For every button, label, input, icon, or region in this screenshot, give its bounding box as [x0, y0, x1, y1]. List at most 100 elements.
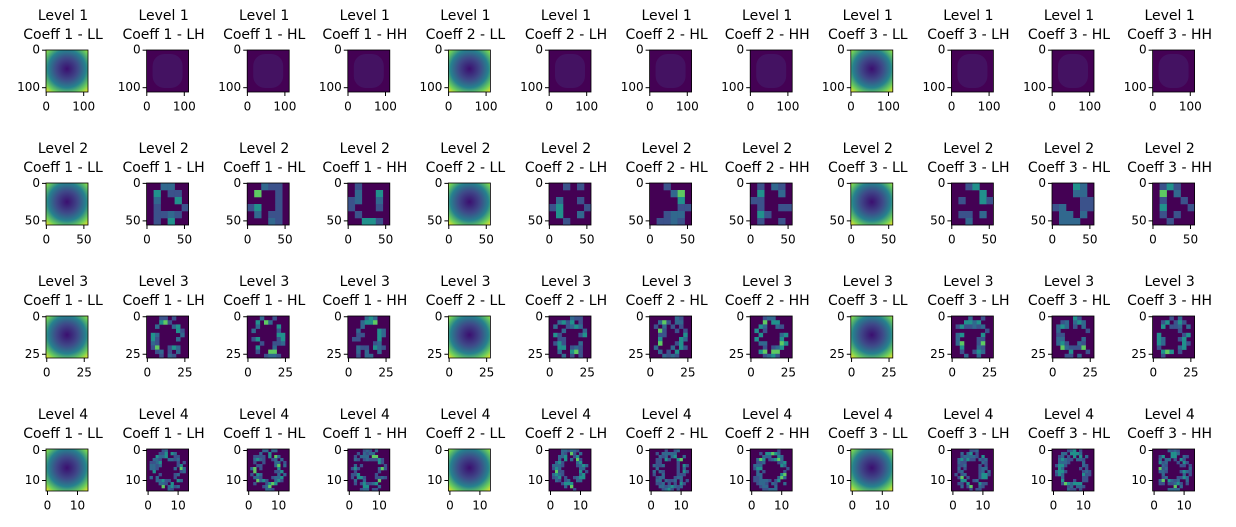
y-tick-label: 100	[218, 80, 241, 94]
image-pixel	[558, 461, 562, 465]
x-tick-label: 0	[345, 366, 353, 380]
image-pixel	[963, 461, 967, 465]
image	[448, 183, 491, 225]
image-pixel	[176, 328, 181, 334]
y-tick-label: 25	[729, 347, 744, 361]
image-pixel	[161, 482, 165, 486]
image-pixel	[1070, 452, 1074, 456]
image-pixel	[1170, 449, 1174, 453]
image-pixel	[683, 328, 688, 334]
image-pixel	[981, 485, 985, 489]
panel-coeff: Coeff 3 - LL	[828, 426, 908, 442]
panel-level: Level 2	[340, 141, 390, 157]
image-pixel	[253, 470, 257, 474]
image-pixel	[662, 324, 667, 329]
image-pixel	[356, 345, 361, 350]
x-tick-label: 10	[472, 499, 487, 513]
image-pixel	[663, 211, 671, 219]
image-background	[649, 50, 692, 92]
image-pixel	[676, 458, 680, 462]
image-pixel	[1081, 320, 1086, 325]
image-pixel	[1176, 488, 1180, 492]
y-tick-label: 25	[1131, 347, 1146, 361]
image-pixel	[570, 449, 574, 453]
image-pixel	[1185, 470, 1189, 474]
image-background	[46, 316, 88, 358]
image-pixel	[158, 473, 162, 477]
image-pixel	[959, 345, 965, 350]
image-pixel	[758, 349, 764, 355]
image-pixel	[765, 482, 769, 486]
image-pixel	[685, 464, 689, 468]
image-pixel	[578, 316, 583, 321]
image-pixel	[356, 349, 361, 355]
image-pixel	[972, 479, 976, 483]
image	[448, 316, 491, 358]
image-pixel	[362, 452, 367, 456]
image-pixel	[1073, 488, 1077, 492]
image-pixel	[1185, 455, 1189, 459]
image-pixel	[667, 485, 671, 489]
panel-level: Level 4	[843, 407, 893, 423]
image-pixel	[1159, 204, 1167, 212]
y-tick-label: 100	[1124, 80, 1147, 94]
x-tick-label: 25	[580, 366, 595, 380]
y-tick-label: 50	[528, 213, 543, 227]
panel-level: Level 3	[38, 274, 88, 290]
x-tick-label: 0	[545, 100, 553, 114]
image-pixel	[1081, 337, 1086, 342]
image-pixel	[963, 479, 967, 483]
image-pixel	[557, 341, 562, 346]
image-pixel	[564, 479, 568, 483]
image-pixel	[371, 482, 376, 486]
image-pixel	[753, 464, 757, 468]
image-pixel	[555, 473, 559, 477]
panel-coeff: Coeff 3 - HH	[1127, 160, 1212, 176]
image-pixel	[377, 337, 382, 342]
image	[951, 50, 994, 92]
image-pixel	[561, 470, 565, 474]
image	[247, 50, 290, 92]
image-pixel	[959, 341, 965, 346]
image-pixel	[658, 455, 662, 459]
image-pixel	[1056, 328, 1061, 334]
image-pixel	[771, 320, 776, 325]
panel-coeff: Coeff 3 - LH	[927, 160, 1009, 176]
image-pixel	[779, 341, 785, 346]
axes-frame	[45, 182, 89, 226]
x-tick-label: 10	[1176, 499, 1191, 513]
image-pixel	[682, 473, 686, 477]
image-pixel	[176, 455, 180, 459]
image-pixel	[663, 218, 671, 226]
y-tick-label: 0	[1038, 309, 1046, 323]
image-pixel	[783, 476, 787, 480]
image-pixel	[161, 485, 165, 489]
image	[549, 50, 591, 92]
x-tick-label: 25	[881, 366, 896, 380]
image-pixel	[1064, 320, 1070, 325]
image-pixel	[783, 470, 787, 474]
image-pixel	[283, 464, 287, 468]
image-pixel	[677, 190, 685, 198]
image-pixel	[955, 337, 961, 342]
panel-level: Level 3	[239, 274, 289, 290]
image-pixel	[167, 190, 175, 198]
image-pixel	[570, 316, 575, 321]
image-pixel	[582, 473, 586, 477]
image-pixel	[957, 470, 961, 474]
image-pixel	[778, 204, 786, 212]
x-tick-label: 0	[647, 499, 655, 513]
image-pixel	[1070, 485, 1074, 489]
x-tick-label: 0	[446, 499, 454, 513]
image-pixel	[658, 332, 663, 338]
image-pixel	[1161, 324, 1166, 329]
image-pixel	[756, 464, 760, 468]
image-pixel	[259, 341, 265, 346]
image-pixel	[158, 464, 162, 468]
image-pixel	[664, 485, 668, 489]
image	[146, 316, 189, 359]
x-tick-label: 25	[1083, 366, 1098, 380]
image	[549, 183, 592, 226]
image-pixel	[152, 470, 156, 474]
image-pixel	[150, 341, 156, 346]
